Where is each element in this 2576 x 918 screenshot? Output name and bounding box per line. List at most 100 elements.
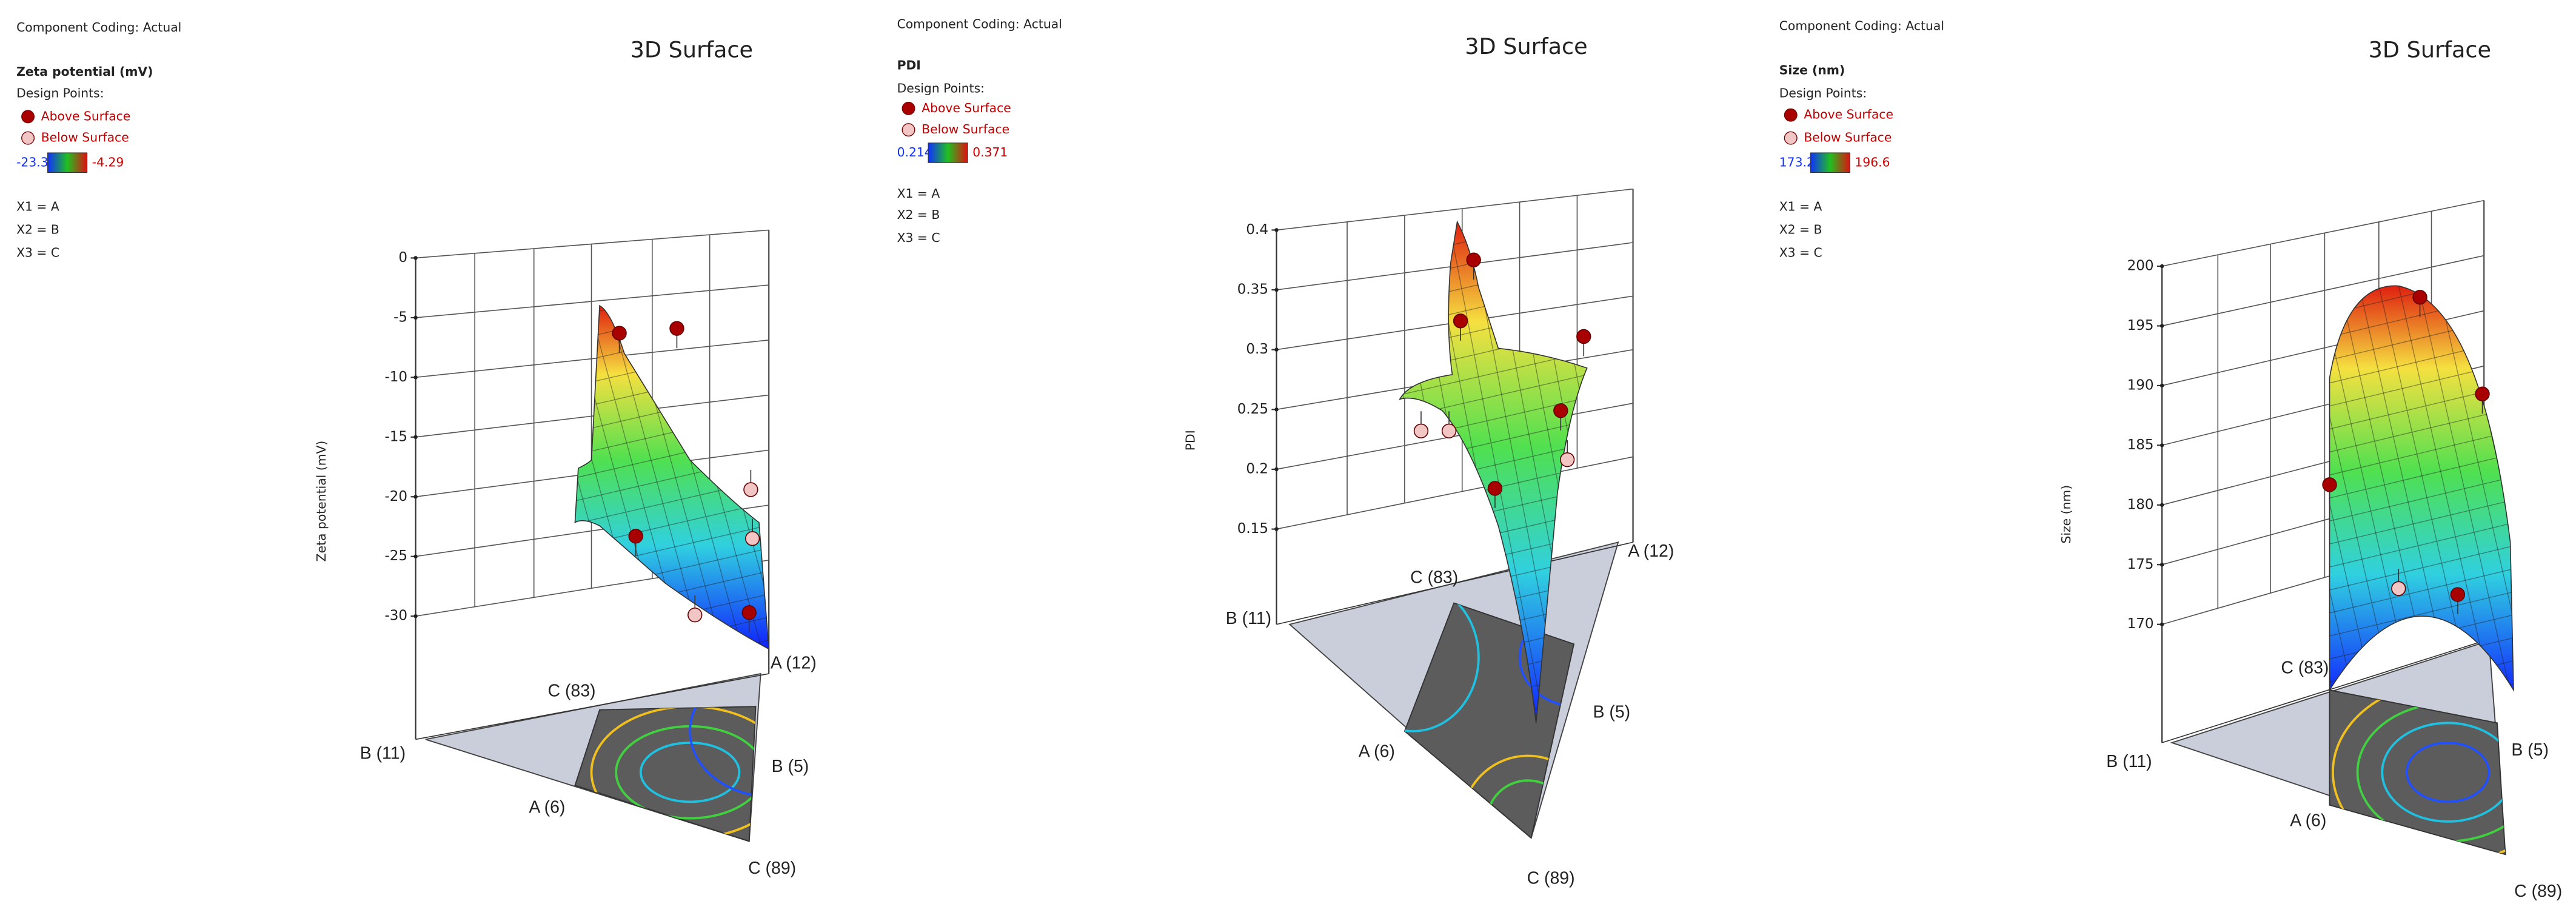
surface-mesh <box>2218 271 2317 706</box>
corner-label: C (89) <box>748 859 796 878</box>
design-point <box>2475 386 2490 401</box>
corner-label: A (12) <box>1628 541 1674 561</box>
contour <box>639 741 741 803</box>
corner-label: A (6) <box>2290 811 2326 830</box>
z-tick-label: 0.25 <box>1237 401 1268 417</box>
response-label: Zeta potential (mV) <box>16 64 153 79</box>
surface-mesh <box>567 246 780 295</box>
surface-mesh <box>606 306 706 649</box>
surface-mesh <box>2329 428 2514 479</box>
grid-line <box>415 340 769 378</box>
z-tick-label: 185 <box>2127 437 2154 453</box>
contour <box>2332 690 2506 855</box>
design-point <box>1553 403 1568 418</box>
surface-mesh <box>2329 286 2377 691</box>
z-tick-label: -15 <box>384 429 407 444</box>
tick-dot <box>413 375 418 380</box>
tick-dot <box>2159 503 2164 508</box>
surface-mesh <box>2329 286 2337 691</box>
contour <box>2381 722 2506 823</box>
contour <box>2405 741 2491 803</box>
surface-mesh <box>2329 286 2357 691</box>
surface-mesh <box>1585 221 1587 723</box>
z-axis-title: Zeta potential (mV) <box>314 441 329 562</box>
tick-dot <box>1274 347 1279 352</box>
tick-dot <box>2159 383 2164 388</box>
surface-mesh <box>2329 497 2514 548</box>
corner-label: B (11) <box>2106 752 2152 771</box>
legend-entry: Above Surface <box>1804 107 1893 122</box>
grid-line <box>1276 403 1633 470</box>
legend-entry: Below Surface <box>1804 130 1892 145</box>
colorbar-max: 0.371 <box>972 145 1008 159</box>
colorbar-max: -4.29 <box>92 155 124 169</box>
response-surface <box>2329 285 2514 692</box>
design-point <box>1576 329 1591 344</box>
legend-entry: Above Surface <box>922 101 1011 115</box>
legend-marker <box>21 131 35 145</box>
surface-mesh <box>2317 222 2522 271</box>
z-tick-label: 175 <box>2127 557 2154 572</box>
design-points-label: Design Points: <box>897 81 985 95</box>
constraint-region <box>574 706 757 842</box>
wall-edge <box>1276 541 1633 625</box>
design-point <box>612 326 627 341</box>
z-tick-label: -30 <box>384 608 407 624</box>
panel: Component Coding: Actual PDI Design Points… <box>897 17 1674 888</box>
z-tick-label: -10 <box>384 369 407 385</box>
constraint-region <box>2329 689 2506 856</box>
design-point <box>743 482 758 497</box>
surface-mesh <box>2329 589 2514 640</box>
surface-mesh <box>763 306 769 649</box>
grid-line <box>415 394 769 438</box>
surface-mesh <box>2329 543 2514 594</box>
corner-label: C (89) <box>1527 868 1575 888</box>
z-tick-label: 0.35 <box>1237 282 1268 298</box>
z-tick-label: 195 <box>2127 318 2154 333</box>
contour <box>1404 603 1480 732</box>
grid-line <box>2161 199 2484 267</box>
grid-line <box>2161 255 2484 327</box>
contour <box>1518 606 1574 708</box>
colorbar <box>1810 152 1850 173</box>
legend-entry: Below Surface <box>922 122 1009 136</box>
surface-mesh <box>1447 221 1547 723</box>
design-point <box>2412 290 2427 305</box>
design-point <box>1466 252 1481 267</box>
z-tick-label: -20 <box>384 489 407 504</box>
wall-edge <box>415 673 769 740</box>
surface-mesh <box>575 306 769 320</box>
colorbar-min: 0.214 <box>897 145 932 159</box>
z-tick-label: -25 <box>384 548 407 564</box>
design-point <box>1441 423 1457 439</box>
corner-label: A (6) <box>529 798 565 817</box>
design-point <box>1487 481 1503 496</box>
z-axis-title: Size (nm) <box>2059 485 2073 544</box>
surface-mesh <box>468 296 567 657</box>
design-point <box>741 605 757 620</box>
corner-label: A (12) <box>771 653 817 672</box>
design-point <box>2450 587 2466 602</box>
tick-dot <box>413 435 418 440</box>
chart-title: 3D Surface <box>2369 37 2491 63</box>
tick-dot <box>2159 324 2164 328</box>
z-axis-title: PDI <box>1183 430 1198 451</box>
z-tick-label: 0.4 <box>1246 222 1268 238</box>
surface-mesh <box>2329 451 2514 502</box>
z-tick-label: 0.3 <box>1246 341 1268 357</box>
contour <box>689 706 756 799</box>
corner-label: B (5) <box>1593 703 1631 722</box>
z-tick-label: 190 <box>2127 377 2154 393</box>
colorbar <box>928 142 968 163</box>
corner-label: B (5) <box>2511 740 2549 760</box>
component-label: X1 = A <box>897 186 940 201</box>
component-label: X2 = B <box>16 222 59 236</box>
legend-marker <box>1784 131 1798 145</box>
tick-dot <box>413 554 418 558</box>
panel: Component Coding: Actual Zeta potential (… <box>16 20 817 878</box>
surface-mesh <box>575 614 769 649</box>
response-label: Size (nm) <box>1779 63 1845 78</box>
surface-mesh <box>2329 566 2514 617</box>
wall-edge <box>2161 640 2484 743</box>
